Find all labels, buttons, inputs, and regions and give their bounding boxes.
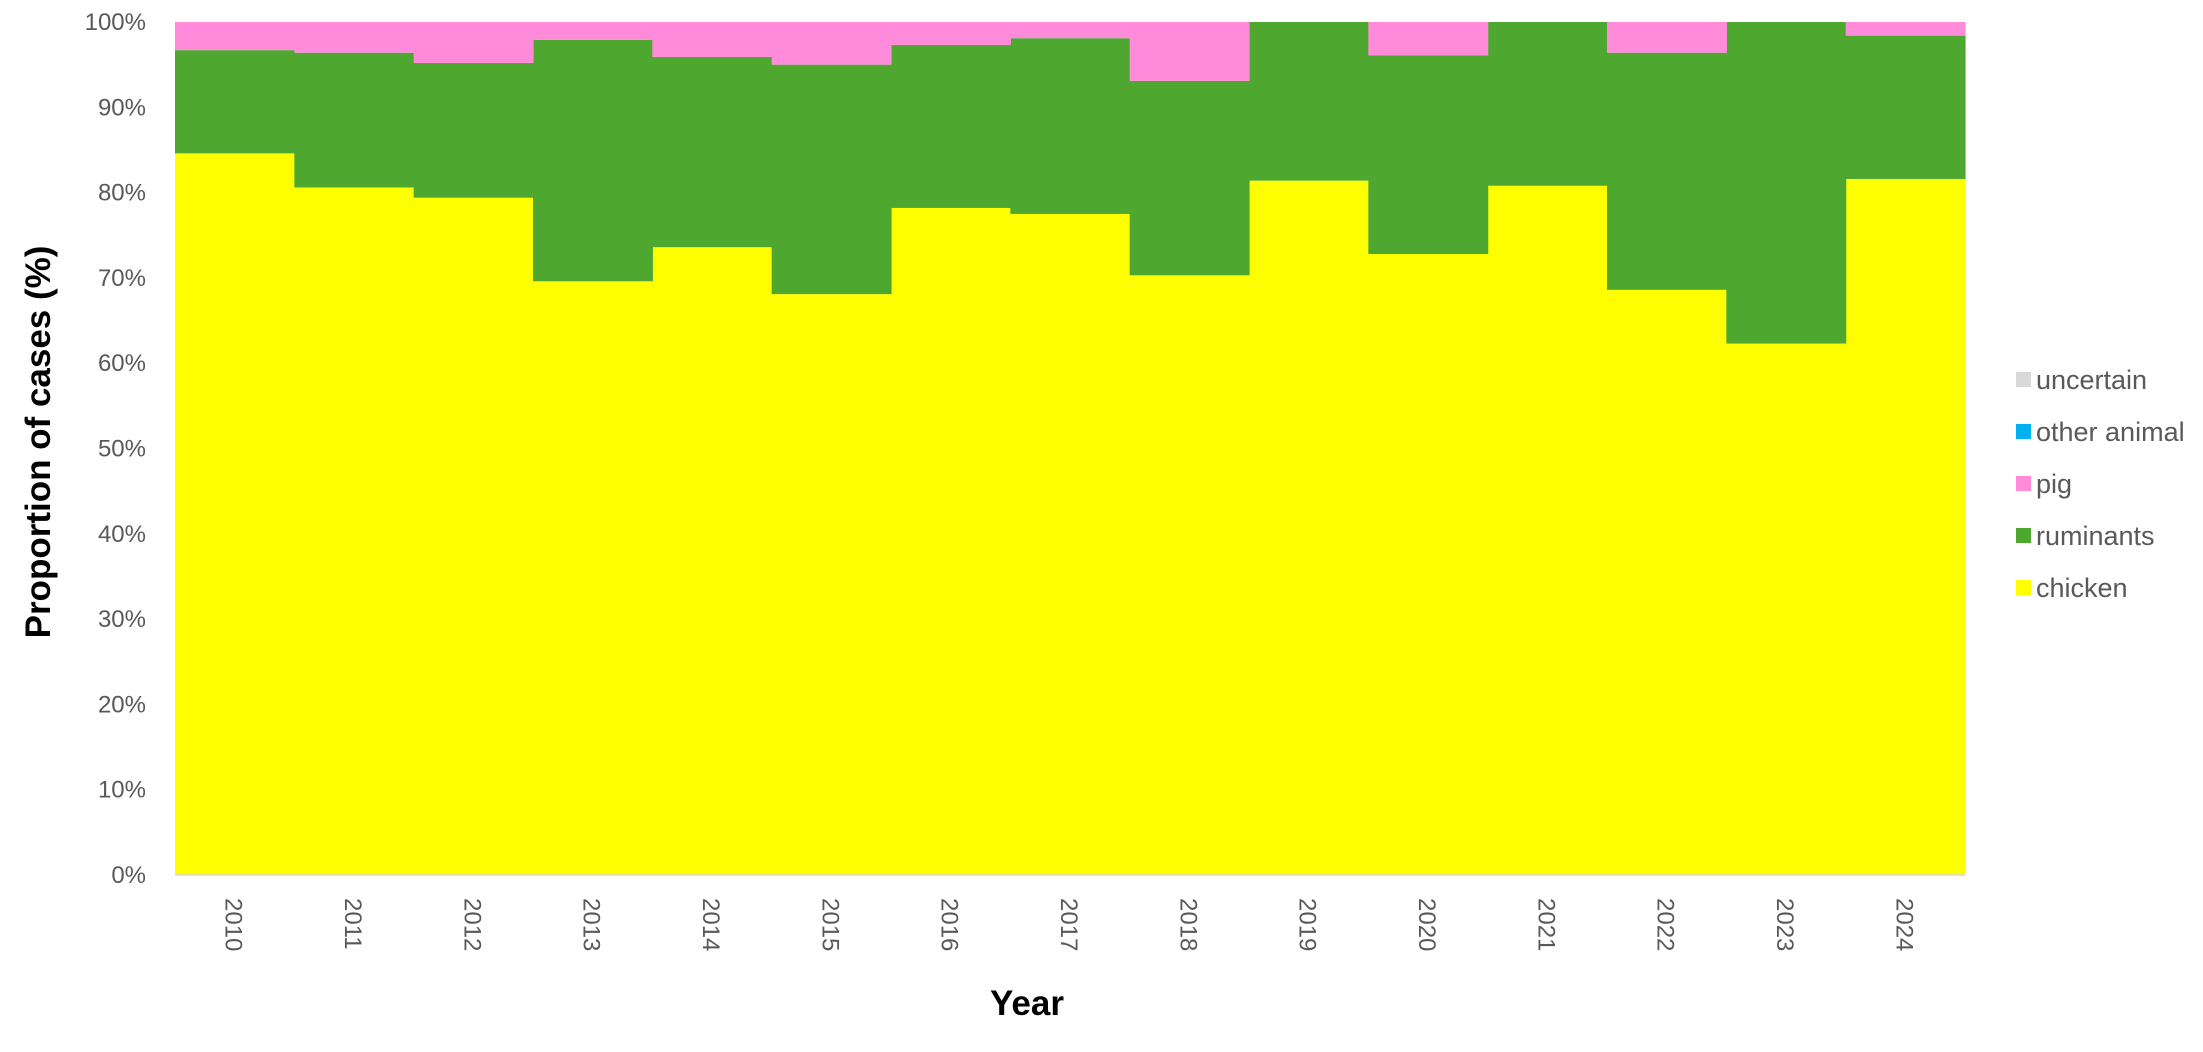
x-tick-label: 2018 (1174, 898, 1201, 951)
area-segment-ruminants-2015 (771, 64, 892, 295)
area-segment-pig-2011 (294, 22, 415, 53)
area-segment-ruminants-2014 (652, 56, 773, 248)
y-tick-label: 40% (98, 521, 146, 548)
legend: uncertain other animal pig ruminants chicken (2016, 365, 2185, 603)
area-segment-ruminants-2013 (533, 39, 653, 282)
x-tick-label: 2016 (936, 898, 963, 951)
area-segment-pig-2010 (175, 22, 295, 51)
area-segment-pig-2014 (652, 22, 773, 57)
area-segment-chicken-2018 (1129, 275, 1250, 876)
area-segment-ruminants-2019 (1249, 22, 1369, 181)
x-axis-title: Year (990, 984, 1064, 1023)
y-tick-label: 60% (98, 350, 146, 377)
x-tick-label: 2022 (1652, 898, 1679, 951)
legend-label-uncertain: uncertain (2036, 365, 2147, 395)
area-segment-ruminants-2023 (1726, 22, 1847, 344)
area-segment-pig-2016 (891, 22, 1011, 46)
area-segment-chicken-2019 (1249, 180, 1369, 875)
area-segment-chicken-2021 (1487, 185, 1608, 875)
x-tick-label: 2024 (1890, 898, 1917, 951)
area-segment-chicken-2022 (1607, 289, 1727, 876)
x-tick-label: 2020 (1413, 898, 1440, 951)
area-segment-pig-2018 (1129, 22, 1250, 81)
legend-swatch-chicken (2016, 580, 2031, 595)
area-segment-chicken-2010 (175, 153, 295, 876)
legend-swatch-ruminants (2016, 528, 2031, 543)
legend-swatch-uncertain (2016, 372, 2031, 387)
area-segment-pig-2024 (1845, 22, 1966, 36)
area-segment-ruminants-2017 (1010, 38, 1131, 214)
y-tick-label: 90% (98, 94, 146, 121)
x-tick-label: 2023 (1771, 898, 1798, 951)
area-segment-ruminants-2018 (1129, 80, 1250, 276)
area-segment-chicken-2020 (1368, 254, 1489, 875)
stacked-area-marks (175, 22, 1966, 876)
area-segment-ruminants-2012 (413, 62, 534, 198)
y-tick-label: 50% (98, 436, 146, 463)
legend-swatch-other-animal (2016, 424, 2031, 439)
area-segment-pig-2022 (1607, 22, 1727, 53)
area-segment-chicken-2012 (413, 197, 534, 876)
area-segment-chicken-2013 (533, 281, 653, 875)
area-segment-ruminants-2022 (1607, 52, 1727, 290)
area-segment-chicken-2011 (294, 187, 415, 876)
area-segment-chicken-2016 (891, 207, 1011, 875)
area-segment-ruminants-2020 (1368, 55, 1489, 255)
x-tick-label: 2013 (578, 898, 605, 951)
area-segment-chicken-2017 (1010, 213, 1131, 876)
area-segment-pig-2020 (1368, 22, 1489, 56)
y-tick-label: 100% (85, 9, 146, 36)
area-segment-ruminants-2011 (294, 52, 415, 188)
x-tick-label: 2019 (1294, 898, 1321, 951)
area-segment-ruminants-2010 (175, 50, 295, 154)
x-tick-label: 2017 (1055, 898, 1082, 951)
area-segment-pig-2015 (771, 22, 892, 65)
x-tick-label: 2021 (1532, 898, 1559, 951)
legend-label-ruminants: ruminants (2036, 521, 2155, 551)
x-tick-label: 2012 (458, 898, 485, 951)
y-tick-label: 70% (98, 265, 146, 292)
axes: 0% 10% 20% 30% 40% 50% 60% 70% 80% 90% 100% 2010 201… (85, 9, 1965, 951)
area-segment-pig-2012 (413, 22, 534, 63)
area-segment-chicken-2015 (771, 294, 892, 875)
x-tick-label: 2011 (339, 898, 366, 950)
y-tick-label: 80% (98, 180, 146, 207)
legend-label-pig: pig (2036, 469, 2072, 499)
y-tick-label: 10% (98, 777, 146, 804)
area-segment-chicken-2023 (1726, 343, 1847, 876)
legend-label-chicken: chicken (2036, 573, 2128, 603)
area-segment-pig-2013 (533, 22, 653, 40)
y-tick-label: 0% (111, 862, 146, 889)
area-segment-chicken-2014 (652, 247, 773, 875)
legend-swatch-pig (2016, 476, 2031, 491)
area-segment-chicken-2024 (1845, 178, 1966, 875)
area-segment-pig-2017 (1010, 22, 1131, 39)
x-tick-label: 2015 (816, 898, 843, 951)
area-segment-ruminants-2021 (1487, 22, 1608, 186)
legend-label-other-animal: other animal (2036, 417, 2185, 447)
y-tick-label: 30% (98, 606, 146, 633)
area-segment-ruminants-2024 (1845, 35, 1966, 179)
y-axis-title: Proportion of cases (%) (19, 246, 58, 639)
area-segment-ruminants-2016 (891, 45, 1011, 208)
x-tick-label: 2014 (697, 898, 724, 951)
x-tick-label: 2010 (220, 898, 247, 951)
y-tick-label: 20% (98, 691, 146, 718)
